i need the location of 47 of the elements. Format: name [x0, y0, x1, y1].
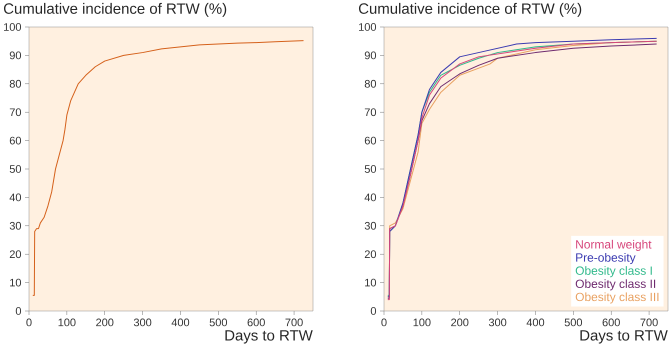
y-tick-label: 20 — [364, 250, 376, 258]
text: Normal weight — [576, 240, 652, 251]
x-axis-title: Days to RTW — [225, 330, 313, 344]
x-tick-label: 0 — [381, 318, 387, 326]
x-tick-label: 500 — [210, 318, 228, 326]
x-tick-label: 400 — [526, 318, 544, 326]
x-tick-label: 300 — [488, 318, 506, 326]
x-tick-label: 100 — [58, 318, 76, 326]
x-tick-label: 100 — [414, 318, 431, 326]
y-tick-label: 30 — [10, 222, 22, 230]
y-tick-label: 10 — [10, 278, 22, 286]
y-tick-label: 60 — [364, 136, 376, 144]
x-tick-label: 700 — [640, 318, 658, 326]
chart-title: Cumulative incidence of RTW (%) — [4, 2, 226, 17]
text: Obesity class II — [576, 279, 656, 290]
y-tick-label: 50 — [364, 165, 376, 173]
y-tick-label: 0 — [16, 307, 22, 315]
y-tick-label: 90 — [10, 52, 22, 60]
x-tick-label: 500 — [564, 318, 582, 326]
text: Obesity class I — [576, 266, 652, 278]
y-tick-label: 60 — [10, 136, 22, 144]
y-tick-label: 100 — [359, 23, 376, 31]
y-tick-label: 0 — [370, 307, 376, 315]
y-tick-label: 70 — [364, 108, 376, 116]
y-tick-label: 30 — [364, 222, 376, 230]
x-tick-label: 600 — [602, 318, 620, 326]
x-tick-label: 400 — [172, 318, 190, 326]
x-tick-label: 700 — [285, 318, 303, 326]
y-tick-label: 90 — [364, 52, 376, 60]
x-tick-label: 600 — [248, 318, 265, 326]
y-tick-label: 80 — [364, 80, 376, 88]
x-axis-title: Days to RTW — [580, 330, 668, 344]
y-tick-label: 100 — [4, 23, 22, 31]
y-tick-label: 50 — [10, 165, 22, 173]
y-tick-label: 10 — [365, 278, 376, 286]
x-tick-label: 200 — [96, 318, 114, 326]
x-tick-label: 0 — [26, 318, 32, 326]
y-tick-label: 40 — [10, 194, 22, 202]
text: Obesity class III — [576, 292, 658, 304]
x-tick-label: 200 — [451, 318, 468, 326]
y-tick-label: 40 — [364, 194, 376, 202]
text: Pre-obesity — [576, 252, 636, 264]
y-tick-label: 20 — [10, 250, 22, 258]
chart-title: Cumulative incidence of RTW (%) — [358, 2, 582, 17]
y-tick-label: 70 — [10, 108, 22, 116]
y-tick-label: 80 — [10, 80, 22, 88]
x-tick-label: 300 — [134, 318, 152, 326]
